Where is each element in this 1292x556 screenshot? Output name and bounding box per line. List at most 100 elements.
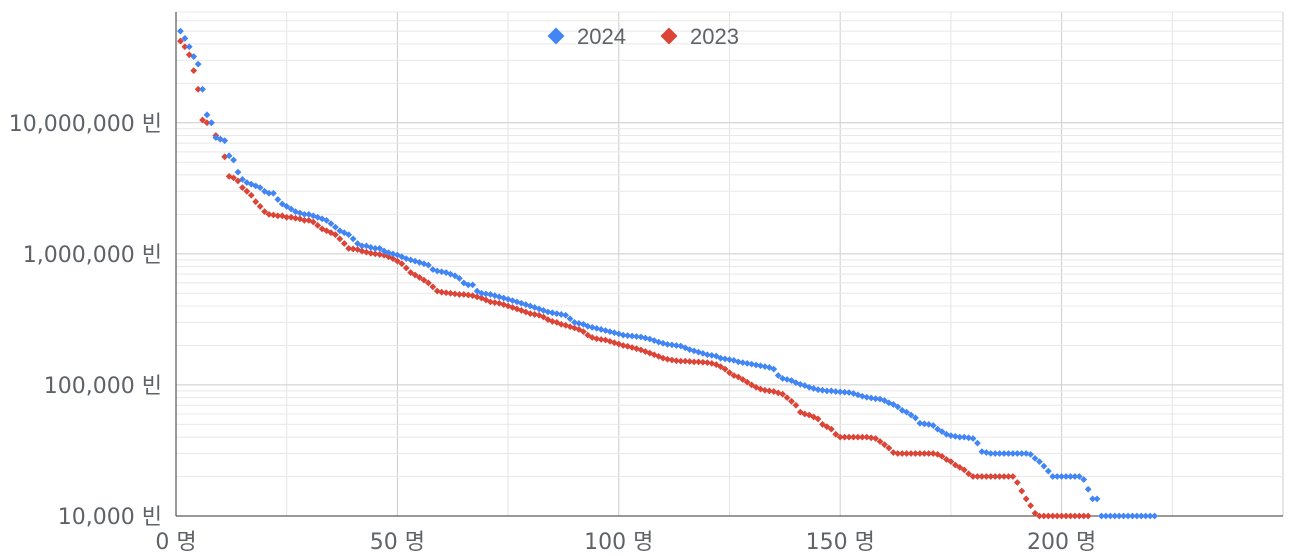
y-tick-label: 1,000,000 빈 — [23, 243, 162, 268]
point-2024 — [956, 433, 964, 441]
point-2023 — [996, 473, 1004, 480]
point-2023 — [287, 213, 295, 221]
point-2024 — [349, 235, 357, 243]
point-2024 — [1151, 512, 1158, 520]
point-2024 — [779, 375, 787, 382]
point-2023 — [376, 251, 384, 258]
point-2023 — [407, 269, 415, 276]
point-2024 — [234, 168, 242, 176]
x-tick-label: 200 명 — [1027, 530, 1096, 555]
y-tick-label: 100,000 빈 — [44, 374, 162, 399]
point-2024 — [1120, 512, 1127, 520]
point-2023 — [247, 191, 255, 199]
point-2023 — [389, 255, 397, 262]
series-points — [177, 27, 1158, 520]
point-2023 — [690, 358, 698, 366]
point-2024 — [283, 203, 291, 210]
point-2024 — [717, 354, 725, 362]
point-2024 — [1027, 451, 1034, 458]
point-2024 — [703, 351, 711, 359]
point-2024 — [1031, 455, 1039, 462]
point-2023 — [194, 85, 202, 93]
point-2023 — [916, 450, 924, 457]
point-2024 — [194, 60, 202, 68]
point-2023 — [371, 250, 379, 258]
point-2024 — [199, 85, 206, 93]
point-2024 — [278, 200, 286, 208]
point-2024 — [230, 156, 237, 164]
point-2023 — [841, 433, 849, 441]
point-2024 — [287, 205, 295, 213]
point-2024 — [332, 223, 339, 231]
point-2023 — [274, 212, 282, 220]
point-2023 — [336, 235, 344, 243]
point-2024 — [832, 388, 840, 395]
point-2023 — [1071, 512, 1079, 520]
point-2023 — [301, 216, 308, 224]
point-2023 — [526, 310, 534, 318]
point-2024 — [208, 119, 215, 127]
point-2023 — [345, 245, 353, 252]
point-2024 — [301, 210, 308, 218]
point-2023 — [867, 434, 875, 442]
point-2024 — [752, 361, 760, 369]
point-2024 — [1005, 450, 1012, 457]
point-2023 — [703, 359, 711, 367]
point-2024 — [1146, 512, 1154, 520]
point-2023 — [1080, 512, 1088, 520]
point-2023 — [292, 214, 299, 222]
point-2024 — [1080, 476, 1088, 483]
point-2023 — [221, 153, 229, 161]
x-tick-label: 0 명 — [155, 530, 196, 555]
legend-label-2024: 2024 — [577, 24, 626, 49]
point-2024 — [1058, 473, 1065, 480]
point-2023 — [779, 390, 787, 398]
point-2023 — [340, 240, 348, 247]
point-2023 — [1018, 487, 1026, 495]
y-tick-label: 10,000 빈 — [58, 505, 162, 530]
point-2023 — [881, 441, 888, 449]
point-2024 — [270, 189, 277, 197]
point-2023 — [677, 357, 685, 365]
point-2024 — [996, 450, 1004, 457]
point-2024 — [553, 310, 561, 318]
point-2024 — [841, 388, 849, 396]
legend-marker-2024 — [547, 27, 565, 45]
point-2024 — [1093, 495, 1101, 503]
point-2023 — [1009, 473, 1017, 480]
point-2023 — [190, 67, 198, 75]
point-2023 — [743, 378, 751, 386]
point-2023 — [349, 245, 357, 253]
point-2023 — [486, 298, 494, 306]
point-2023 — [332, 231, 339, 239]
point-2023 — [230, 174, 237, 182]
point-2024 — [1022, 450, 1030, 457]
point-2024 — [974, 439, 981, 447]
point-2023 — [261, 208, 268, 216]
point-2024 — [438, 268, 446, 276]
point-2024 — [376, 245, 384, 252]
point-2023 — [265, 210, 273, 218]
point-2024 — [867, 394, 875, 402]
point-2024 — [1067, 473, 1074, 480]
point-2023 — [907, 450, 915, 457]
point-2024 — [256, 184, 264, 192]
point-2023 — [1075, 512, 1083, 520]
point-2023 — [1084, 512, 1092, 520]
point-2023 — [239, 184, 246, 192]
point-2023 — [256, 203, 264, 210]
legend: 2024 2023 — [547, 24, 739, 49]
point-2023 — [765, 387, 773, 395]
point-2024 — [274, 196, 282, 203]
point-2024 — [265, 189, 273, 197]
point-2024 — [894, 403, 902, 411]
legend-marker-2023 — [660, 27, 678, 45]
point-2024 — [1102, 512, 1110, 520]
point-2023 — [283, 213, 291, 221]
point-2024 — [345, 231, 353, 239]
point-2023 — [199, 116, 206, 124]
point-2024 — [1124, 512, 1132, 520]
point-2024 — [1053, 473, 1061, 480]
point-2023 — [1044, 512, 1052, 520]
y-tick-label: 10,000,000 빈 — [9, 112, 162, 137]
